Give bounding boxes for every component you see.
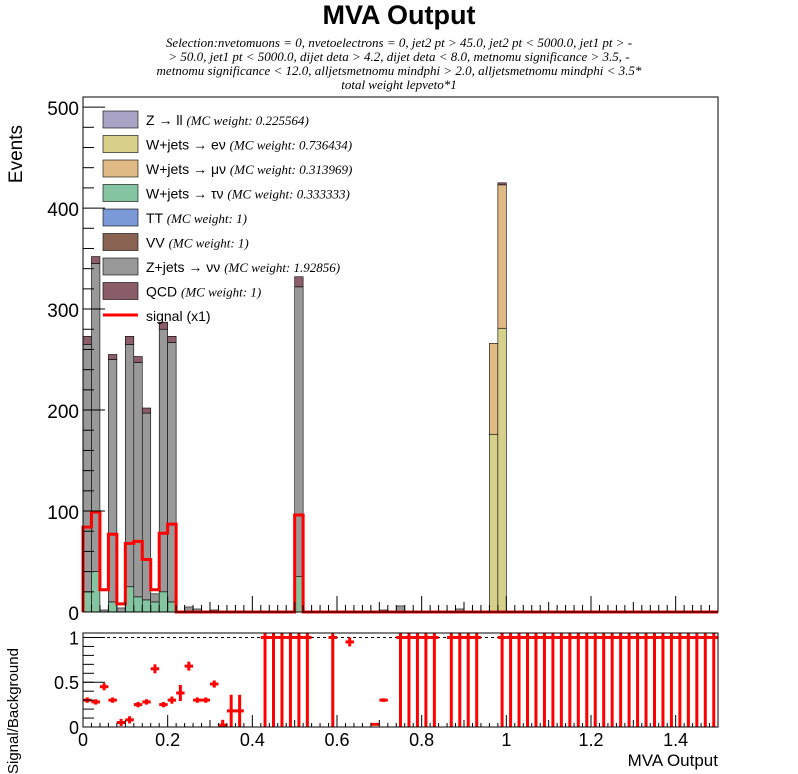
legend-label: QCD (MC weight: 1) xyxy=(146,284,261,300)
legend-swatch-znunu xyxy=(102,257,139,276)
y-axis-label: Events xyxy=(6,125,27,183)
bar-wenu xyxy=(489,433,499,612)
y-tick-label: 0 xyxy=(68,604,79,625)
bar-wenu xyxy=(497,327,507,612)
legend-label: Z → ll (MC weight: 0.225564) xyxy=(146,112,309,128)
x-tick-label: 1.2 xyxy=(578,730,603,750)
bar-qcd xyxy=(133,356,143,363)
main-frame xyxy=(82,96,719,613)
bar-znunu xyxy=(150,593,160,603)
bar-qcd xyxy=(91,256,101,264)
legend-swatch-vv xyxy=(102,233,139,251)
bar-wtaunu xyxy=(150,601,160,613)
bar-wmunu xyxy=(497,184,507,329)
y-tick-label: 500 xyxy=(47,99,79,120)
legend-label: W+jets → μν (MC weight: 0.313969) xyxy=(146,161,352,177)
bar-znunu xyxy=(116,607,126,613)
legend-swatch-wtaunu xyxy=(102,184,139,202)
bar-qcd xyxy=(294,276,304,288)
x-tick-label: 0.6 xyxy=(324,730,349,750)
legend-label: TT (MC weight: 1) xyxy=(146,210,247,226)
selection-line-2: > 50.0, jet1 pt < 5000.0, dijet deta > 4… xyxy=(168,49,630,64)
ratio-y-axis-label: Signal/Background xyxy=(5,648,22,774)
ratio-frame xyxy=(82,632,719,728)
signal-line xyxy=(81,510,718,614)
legend-label: Z+jets → νν (MC weight: 1.92856) xyxy=(146,259,340,275)
ratio-y-tick-label: 0 xyxy=(69,718,79,738)
bar-qcd xyxy=(158,321,168,330)
legend-label: W+jets → τν (MC weight: 0.333333) xyxy=(146,186,350,202)
y-tick-label: 300 xyxy=(47,301,79,322)
chart-title: MVA Output xyxy=(322,0,476,30)
x-tick-label: 0 xyxy=(78,730,88,750)
legend-swatch-wmunu xyxy=(102,159,139,178)
bar-znunu xyxy=(133,362,143,598)
x-tick-label: 0.8 xyxy=(409,730,434,750)
ratio-y-tick-label: 1 xyxy=(69,628,79,648)
bar-qcd xyxy=(108,354,118,360)
x-axis-label: MVA Output xyxy=(628,751,719,770)
legend-label: W+jets → eν (MC weight: 0.736434) xyxy=(146,137,352,153)
legend-swatch-zll xyxy=(102,110,139,129)
selection-line-1: Selection:nvetomuons = 0, nvetoelectrons… xyxy=(165,35,633,50)
legend-swatch-tt xyxy=(102,208,139,227)
selection-line-4: total weight lepveto*1 xyxy=(341,77,457,92)
bar-qcd xyxy=(141,407,152,414)
bar-qcd xyxy=(125,336,135,345)
y-tick-label: 400 xyxy=(47,200,79,221)
x-tick-label: 0.4 xyxy=(240,730,265,750)
x-tick-label: 0.2 xyxy=(155,730,180,750)
bar-wmunu xyxy=(489,343,499,435)
bar-qcd xyxy=(497,182,507,186)
x-tick-label: 1.4 xyxy=(663,730,688,750)
bar-wtaunu xyxy=(141,599,152,613)
ratio-y-tick-label: 0.5 xyxy=(54,673,79,693)
bar-qcd xyxy=(82,336,92,345)
y-tick-label: 200 xyxy=(47,402,79,423)
bar-qcd xyxy=(167,336,177,343)
x-tick-label: 1 xyxy=(501,730,511,750)
y-tick-label: 100 xyxy=(47,503,79,524)
legend-label: VV (MC weight: 1) xyxy=(146,235,249,251)
bar-wtaunu xyxy=(133,596,143,613)
bar-wtaunu xyxy=(158,591,168,613)
legend-swatch-qcd xyxy=(102,282,139,300)
legend-swatch-wenu xyxy=(102,135,139,153)
legend-label: signal (x1) xyxy=(146,308,211,324)
selection-line-3: metnomu significance < 12.0, alljetsmetn… xyxy=(156,63,642,78)
